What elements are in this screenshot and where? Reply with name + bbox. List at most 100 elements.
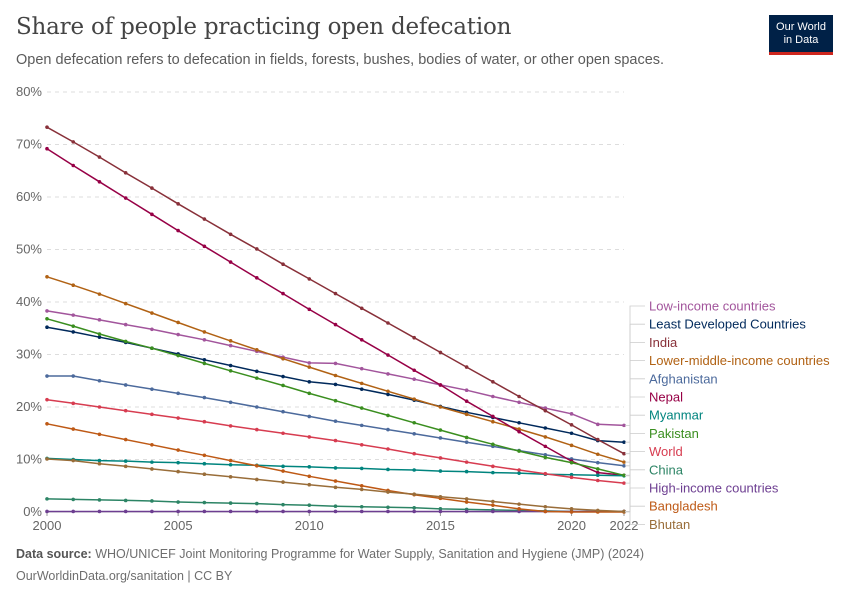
data-point bbox=[45, 146, 49, 151]
data-point bbox=[622, 451, 626, 456]
footer-url[interactable]: OurWorldinData.org/sanitation | CC BY bbox=[16, 569, 233, 583]
data-point bbox=[150, 412, 154, 417]
data-point bbox=[438, 436, 443, 440]
data-point bbox=[255, 405, 259, 409]
data-point bbox=[359, 483, 364, 488]
data-point bbox=[464, 500, 469, 504]
data-point bbox=[622, 481, 626, 485]
data-point bbox=[491, 464, 495, 469]
data-point bbox=[412, 368, 416, 373]
data-point bbox=[543, 426, 548, 430]
data-point bbox=[307, 391, 312, 396]
data-source-label: Data source: bbox=[16, 547, 92, 561]
data-point bbox=[45, 275, 49, 279]
data-point bbox=[307, 465, 312, 469]
data-point bbox=[255, 369, 259, 374]
data-point bbox=[464, 365, 469, 369]
data-point bbox=[307, 503, 312, 507]
data-point bbox=[202, 338, 207, 342]
data-point bbox=[281, 356, 285, 361]
data-point bbox=[595, 508, 600, 513]
data-point bbox=[517, 449, 521, 453]
data-point bbox=[386, 372, 390, 376]
data-point bbox=[71, 497, 76, 502]
data-point bbox=[97, 155, 102, 159]
data-point bbox=[595, 467, 600, 471]
data-point bbox=[123, 509, 128, 514]
y-tick-label: 60% bbox=[16, 189, 42, 204]
legend-label[interactable]: Pakistan bbox=[649, 426, 699, 441]
data-point bbox=[97, 405, 102, 409]
data-point bbox=[517, 427, 521, 431]
legend-label[interactable]: Lower-middle-income countries bbox=[649, 353, 830, 368]
data-point bbox=[71, 427, 76, 431]
data-point bbox=[386, 353, 390, 357]
legend-connector bbox=[625, 360, 645, 463]
x-tick-label: 2015 bbox=[426, 518, 455, 533]
data-point bbox=[333, 479, 338, 483]
data-point bbox=[595, 470, 600, 475]
legend-label[interactable]: Bangladesh bbox=[649, 499, 718, 514]
data-point bbox=[569, 443, 574, 448]
data-point bbox=[150, 387, 154, 391]
legend-label[interactable]: High-income countries bbox=[649, 481, 779, 496]
y-tick-label: 10% bbox=[16, 452, 42, 467]
data-point bbox=[97, 179, 102, 184]
data-point bbox=[307, 361, 312, 365]
data-point bbox=[150, 509, 154, 514]
legend-label[interactable]: India bbox=[649, 335, 678, 350]
x-tick-label: 2022 bbox=[610, 518, 639, 533]
x-tick-label: 2010 bbox=[295, 518, 324, 533]
data-point bbox=[71, 509, 76, 514]
series-line bbox=[46, 318, 625, 477]
owid-logo[interactable]: Our World in Data bbox=[769, 15, 833, 55]
data-point bbox=[359, 406, 364, 410]
data-point bbox=[97, 318, 102, 322]
data-point bbox=[491, 499, 495, 504]
data-point bbox=[543, 408, 548, 413]
legend-label[interactable]: Least Developed Countries bbox=[649, 317, 806, 332]
data-point bbox=[45, 325, 49, 330]
data-point bbox=[97, 292, 102, 296]
data-point bbox=[386, 389, 390, 394]
data-point bbox=[255, 376, 259, 380]
data-point bbox=[595, 422, 600, 427]
data-point bbox=[464, 399, 469, 404]
data-point bbox=[71, 401, 76, 406]
legend-label[interactable]: China bbox=[649, 462, 684, 477]
data-point bbox=[386, 447, 390, 451]
data-point bbox=[307, 380, 312, 384]
data-point bbox=[333, 504, 338, 509]
legend-label[interactable]: Bhutan bbox=[649, 517, 690, 532]
y-tick-label: 20% bbox=[16, 399, 42, 414]
data-point bbox=[333, 291, 338, 296]
legend-connector bbox=[625, 511, 645, 525]
data-point bbox=[228, 232, 233, 237]
data-point bbox=[438, 507, 443, 511]
data-point bbox=[333, 466, 338, 470]
legend-label[interactable]: Myanmar bbox=[649, 408, 704, 423]
data-point bbox=[202, 330, 207, 334]
logo-line-1: Our World bbox=[776, 20, 826, 33]
legend-label[interactable]: Afghanistan bbox=[649, 371, 718, 386]
series-pakistan bbox=[45, 317, 626, 478]
data-point bbox=[123, 383, 128, 387]
data-point bbox=[464, 435, 469, 440]
data-point bbox=[333, 322, 338, 327]
data-point bbox=[491, 419, 495, 424]
data-point bbox=[228, 368, 233, 373]
data-point bbox=[123, 498, 128, 503]
data-point bbox=[45, 457, 49, 461]
series-lower-middle-income-countries bbox=[45, 275, 626, 464]
data-point bbox=[255, 477, 259, 482]
data-point bbox=[45, 509, 49, 514]
legend-label[interactable]: World bbox=[649, 444, 683, 459]
legend-label[interactable]: Low-income countries bbox=[649, 299, 776, 314]
data-point bbox=[386, 505, 390, 510]
data-point bbox=[123, 464, 128, 469]
legend-label[interactable]: Nepal bbox=[649, 390, 683, 405]
data-point bbox=[438, 383, 443, 387]
data-point bbox=[333, 382, 338, 387]
data-point bbox=[464, 497, 469, 501]
